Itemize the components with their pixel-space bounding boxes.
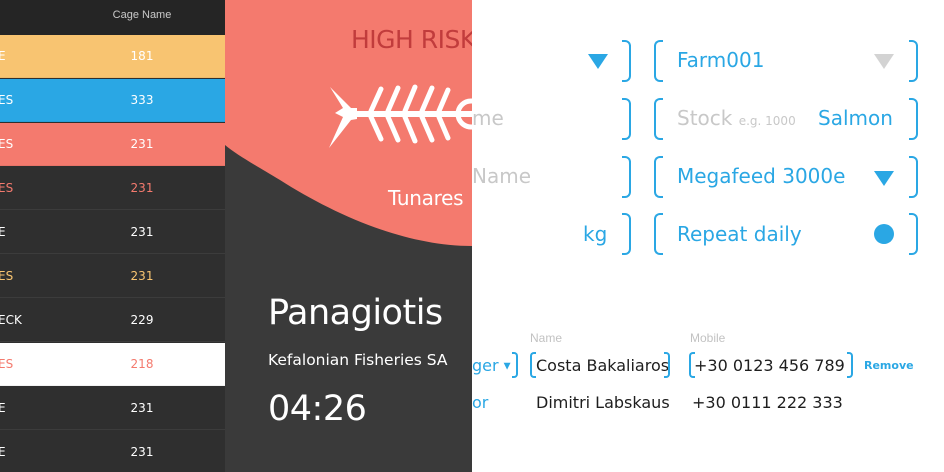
table-row[interactable]: ES 218 — [0, 343, 225, 386]
risk-card-graphic — [225, 0, 472, 246]
role-select[interactable]: ger ▼ — [472, 356, 511, 375]
table-row[interactable]: ES 231 — [0, 167, 225, 210]
field-bracket-right — [622, 40, 631, 82]
field-bracket-right — [512, 352, 518, 378]
feeding-form-panel: Farm001 me Stock e.g. 1000 Salmon Name M… — [472, 0, 944, 472]
table-row[interactable]: E 231 — [0, 431, 225, 472]
field-bracket-right — [622, 156, 631, 198]
contact-mobile: +30 0111 222 333 — [692, 393, 843, 412]
remove-contact-button[interactable]: Remove — [864, 359, 914, 372]
cage-name-cell: 218 — [130, 357, 154, 371]
person-name: Panagiotis — [268, 293, 443, 333]
cage-location-cell: E — [0, 445, 6, 459]
table-row[interactable]: E 181 — [0, 35, 225, 78]
field-bracket-right — [909, 40, 918, 82]
farm-label: Tunares — [388, 186, 464, 210]
column-header-cage-name[interactable]: Cage Name — [112, 9, 172, 21]
role-label[interactable]: or — [472, 393, 489, 412]
risk-level-label: HIGH RISK — [351, 25, 472, 54]
cage-name-cell: 231 — [130, 445, 154, 459]
cage-location-cell: ECK — [0, 313, 22, 327]
cage-name-cell: 181 — [130, 49, 154, 63]
table-row[interactable]: E 231 — [0, 211, 225, 254]
table-row[interactable]: ES 333 — [0, 79, 225, 122]
cage-name-cell: 231 — [130, 181, 154, 195]
farm-select[interactable]: Farm001 — [677, 48, 765, 72]
cage-location-cell: ES — [0, 357, 14, 371]
field-bracket-left — [654, 40, 663, 82]
unit-label: kg — [583, 222, 608, 246]
table-row[interactable]: ES 231 — [0, 123, 225, 166]
stock-input[interactable]: Stock e.g. 1000 — [677, 106, 796, 130]
chevron-down-icon: ▼ — [503, 361, 511, 372]
chevron-down-icon[interactable] — [874, 54, 894, 69]
feed-select[interactable]: Megafeed 3000e — [677, 164, 846, 188]
partial-feed-name-label: Name — [472, 164, 532, 188]
stock-hint: e.g. 1000 — [738, 114, 796, 128]
partial-name-label: me — [472, 106, 504, 130]
cage-location-cell: ES — [0, 269, 14, 283]
field-bracket-left — [654, 213, 663, 255]
cage-location-cell: ES — [0, 93, 14, 107]
company-name: Kefalonian Fisheries SA — [268, 351, 448, 369]
cage-location-cell: ES — [0, 137, 14, 151]
field-bracket-right — [664, 352, 670, 378]
cage-location-cell: E — [0, 225, 6, 239]
cage-table-panel: Cage Name E 181 ES 333 ES 231 ES 231 E 231 ES 231 EC… — [0, 0, 225, 472]
cage-name-cell: 333 — [130, 93, 154, 107]
contact-mobile-input[interactable]: +30 0123 456 789 — [694, 356, 845, 375]
cage-name-cell: 231 — [130, 269, 154, 283]
field-bracket-right — [909, 156, 918, 198]
table-row[interactable]: ECK 229 — [0, 299, 225, 342]
clock-time: 04:26 — [268, 389, 367, 429]
table-header: Cage Name — [0, 0, 225, 35]
cage-name-cell: 231 — [130, 137, 154, 151]
fish-skeleton-icon — [329, 84, 472, 148]
table-row[interactable]: E 231 — [0, 387, 225, 430]
field-bracket-right — [622, 213, 631, 255]
stock-placeholder: Stock — [677, 106, 733, 130]
field-bracket-right — [909, 98, 918, 140]
field-bracket-right — [622, 98, 631, 140]
dropdown-arrow-icon[interactable] — [874, 171, 894, 186]
table-row[interactable]: ES 231 — [0, 255, 225, 298]
species-select[interactable]: Salmon — [818, 106, 893, 130]
name-column-header: Name — [530, 331, 563, 345]
contact-name: Dimitri Labskaus — [536, 393, 670, 412]
cage-location-cell: E — [0, 49, 6, 63]
role-label: ger — [472, 356, 499, 375]
field-bracket-right — [847, 352, 853, 378]
dropdown-arrow-icon[interactable] — [588, 54, 608, 69]
field-bracket-left — [654, 156, 663, 198]
cage-location-cell: E — [0, 401, 6, 415]
field-bracket-left — [689, 352, 695, 378]
repeat-toggle[interactable] — [874, 224, 894, 244]
field-bracket-left — [530, 352, 536, 378]
field-bracket-left — [654, 98, 663, 140]
contact-name-input[interactable]: Costa Bakaliaros — [536, 356, 670, 375]
cage-name-cell: 231 — [130, 225, 154, 239]
mobile-column-header: Mobile — [690, 331, 726, 345]
cage-name-cell: 229 — [130, 313, 154, 327]
cage-location-cell: ES — [0, 181, 14, 195]
repeat-daily-label: Repeat daily — [677, 222, 802, 246]
field-bracket-right — [909, 213, 918, 255]
cage-name-cell: 231 — [130, 401, 154, 415]
risk-card-panel: HIGH RISK Tunares Panagiotis Kefalonian … — [225, 0, 472, 472]
